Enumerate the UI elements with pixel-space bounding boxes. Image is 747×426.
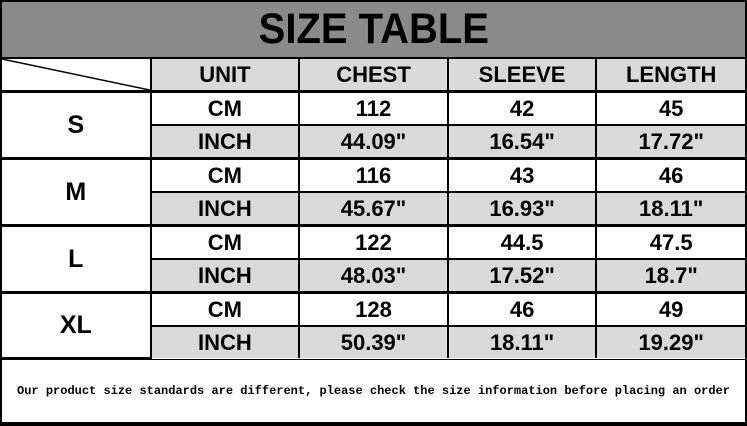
unit-cell-cm: CM (149, 90, 301, 126)
chest-inch-value: 50.39" (298, 325, 449, 358)
size-label-s: S (2, 90, 152, 160)
diagonal-line (2, 59, 150, 90)
disclaimer-note: Our product size standards are different… (2, 359, 745, 422)
col-header-sleeve: SLEEVE (446, 59, 598, 93)
unit-cell-inch: INCH (150, 325, 301, 358)
page-title: SIZE TABLE (258, 5, 489, 53)
table-row: INCH 44.09" 16.54" 17.72" (2, 124, 745, 160)
size-table: UNIT CHEST SLEEVE LENGTH S CM 112 42 45 … (2, 59, 745, 359)
size-label-xl: XL (2, 291, 152, 359)
length-cm-value: 47.5 (595, 224, 745, 260)
length-cm-value: 45 (595, 90, 745, 126)
col-header-length: LENGTH (595, 59, 745, 93)
table-row: INCH 50.39" 18.11" 19.29" (2, 325, 745, 358)
table-header-row: UNIT CHEST SLEEVE LENGTH (2, 59, 745, 93)
sleeve-inch-value: 18.11" (446, 325, 598, 358)
length-inch-value: 18.11" (595, 191, 745, 227)
table-row: L CM 122 44.5 47.5 (2, 224, 745, 294)
unit-cell-inch: INCH (150, 258, 301, 294)
length-cm-value: 46 (595, 157, 745, 193)
chest-inch-value: 45.67" (298, 191, 449, 227)
sleeve-inch-value: 17.52" (446, 258, 598, 294)
diagonal-header-cell (2, 59, 152, 93)
length-inch-value: 18.7" (595, 258, 745, 294)
sleeve-cm-value: 43 (446, 157, 598, 193)
length-cm-value: 49 (595, 291, 745, 327)
table-row: M CM 116 43 46 (2, 157, 745, 227)
col-header-unit: UNIT (149, 59, 301, 93)
table-row: S CM 112 42 45 (2, 90, 745, 160)
chest-cm-value: 112 (298, 90, 449, 126)
sleeve-cm-value: 42 (446, 90, 598, 126)
sleeve-inch-value: 16.93" (446, 191, 598, 227)
table-row: INCH 48.03" 17.52" 18.7" (2, 258, 745, 294)
title-banner: SIZE TABLE (2, 2, 745, 59)
sleeve-cm-value: 46 (446, 291, 598, 327)
unit-cell-inch: INCH (150, 191, 301, 227)
chest-inch-value: 44.09" (298, 124, 449, 160)
unit-cell-cm: CM (149, 291, 301, 327)
unit-cell-cm: CM (149, 157, 301, 193)
chest-inch-value: 48.03" (298, 258, 449, 294)
size-label-m: M (2, 157, 152, 227)
table-row: INCH 45.67" 16.93" 18.11" (2, 191, 745, 227)
unit-cell-inch: INCH (150, 124, 301, 160)
table-row: XL CM 128 46 49 (2, 291, 745, 359)
sleeve-cm-value: 44.5 (446, 224, 598, 260)
unit-cell-cm: CM (149, 224, 301, 260)
disclaimer-text: Our product size standards are different… (17, 384, 730, 398)
size-label-l: L (2, 224, 152, 294)
sleeve-inch-value: 16.54" (446, 124, 598, 160)
chest-cm-value: 116 (298, 157, 449, 193)
length-inch-value: 19.29" (595, 325, 745, 358)
length-inch-value: 17.72" (595, 124, 745, 160)
chest-cm-value: 128 (298, 291, 449, 327)
chest-cm-value: 122 (298, 224, 449, 260)
col-header-chest: CHEST (298, 59, 449, 93)
